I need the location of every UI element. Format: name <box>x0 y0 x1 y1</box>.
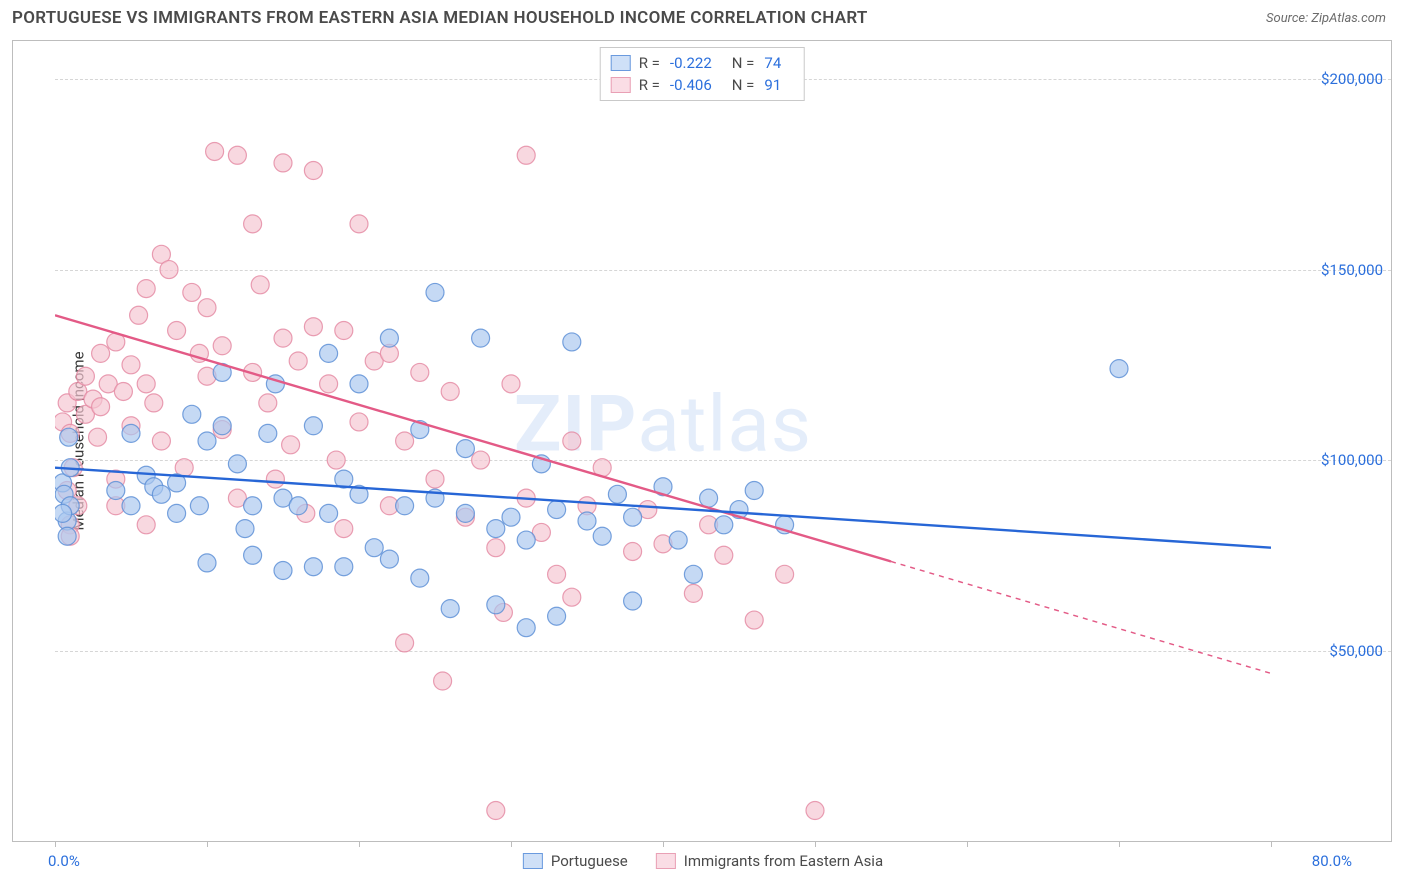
x-tick <box>511 841 512 847</box>
series-legend: Portuguese Immigrants from Eastern Asia <box>523 852 883 870</box>
legend-item-blue: Portuguese <box>523 852 628 870</box>
x-min-label: 0.0% <box>48 852 80 870</box>
x-tick <box>815 841 816 847</box>
x-tick <box>359 841 360 847</box>
r-value-pink: -0.406 <box>670 76 712 94</box>
r-value-blue: -0.222 <box>670 54 712 72</box>
n-value-blue: 74 <box>764 54 781 72</box>
swatch-blue <box>523 853 543 869</box>
y-tick-label: $200,000 <box>1321 70 1383 88</box>
x-tick <box>1271 841 1272 847</box>
legend-item-pink: Immigrants from Eastern Asia <box>656 852 883 870</box>
x-tick <box>55 841 56 847</box>
n-value-pink: 91 <box>764 76 781 94</box>
legend-label-pink: Immigrants from Eastern Asia <box>684 852 883 870</box>
x-tick <box>663 841 664 847</box>
x-max-label: 80.0% <box>1312 852 1352 870</box>
plot-region: ZIPatlas $50,000$100,000$150,000$200,000 <box>55 41 1271 841</box>
stats-row-pink: R = -0.406 N = 91 <box>611 74 794 96</box>
x-tick <box>967 841 968 847</box>
n-label: N = <box>732 54 755 72</box>
chart-area: Median Household Income R = -0.222 N = 7… <box>12 40 1392 842</box>
r-label: R = <box>639 54 660 72</box>
source-label: Source: ZipAtlas.com <box>1266 11 1386 26</box>
swatch-pink <box>656 853 676 869</box>
n-label: N = <box>732 76 755 94</box>
swatch-pink <box>611 77 631 93</box>
stats-legend: R = -0.222 N = 74 R = -0.406 N = 91 <box>600 47 805 101</box>
y-tick-label: $100,000 <box>1321 451 1383 469</box>
x-tick <box>207 841 208 847</box>
scatter-svg <box>55 41 1271 841</box>
r-label: R = <box>639 76 660 94</box>
x-tick <box>1119 841 1120 847</box>
y-tick-label: $50,000 <box>1329 642 1383 660</box>
y-tick-label: $150,000 <box>1321 261 1383 279</box>
stats-row-blue: R = -0.222 N = 74 <box>611 52 794 74</box>
legend-label-blue: Portuguese <box>551 852 628 870</box>
chart-title: PORTUGUESE VS IMMIGRANTS FROM EASTERN AS… <box>12 8 868 28</box>
swatch-blue <box>611 55 631 71</box>
